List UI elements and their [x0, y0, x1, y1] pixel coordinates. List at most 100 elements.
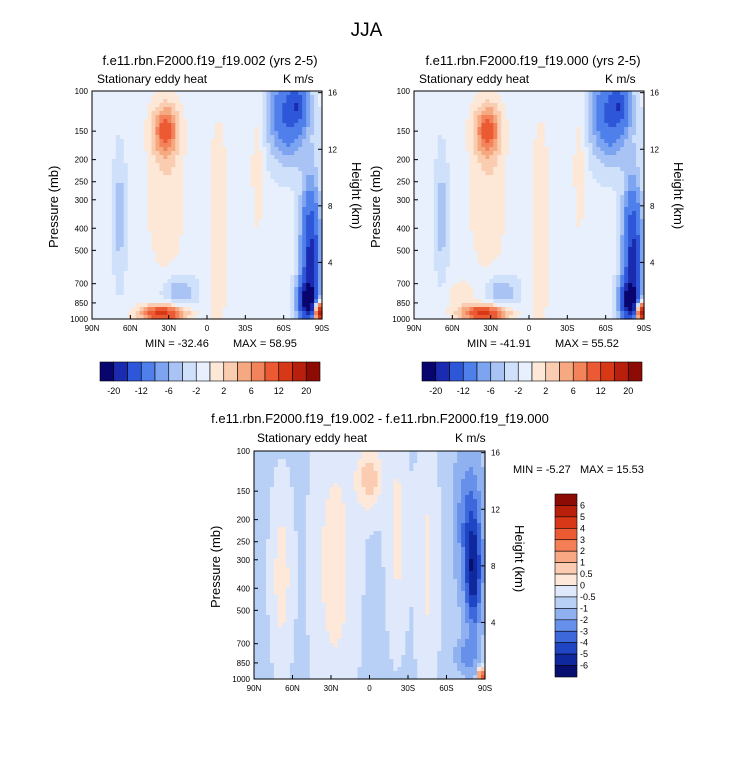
heatmap-cell [135, 315, 141, 320]
heatmap-cell [187, 227, 192, 232]
heatmap-cell [254, 95, 260, 100]
heatmap-cell [143, 287, 149, 292]
heatmap-cell [294, 99, 299, 104]
heatmap-cell [179, 271, 184, 276]
heatmap-cell [135, 123, 141, 128]
heatmap-cell [600, 127, 605, 132]
heatmap-cell [270, 195, 276, 200]
heatmap-cell [103, 287, 109, 292]
heatmap-cell [306, 279, 311, 284]
heatmap-cell [509, 175, 514, 180]
heatmap-cell [135, 103, 141, 108]
heatmap-cell [107, 187, 113, 192]
heatmap-cell [266, 191, 272, 196]
heatmap-cell [290, 91, 295, 96]
heatmap-cell [270, 163, 276, 168]
heatmap-cell [222, 231, 228, 236]
heatmap-cell [262, 239, 268, 244]
heatmap-cell [505, 151, 510, 156]
heatmap-cell [517, 151, 522, 156]
heatmap-cell [214, 147, 220, 152]
colorbar-label: 20 [301, 386, 311, 396]
heatmap-cell [616, 111, 621, 116]
heatmap-cell [441, 195, 447, 200]
heatmap-cell [107, 255, 113, 260]
heatmap-cell [111, 107, 117, 112]
heatmap-cell [437, 175, 443, 180]
heatmap-cell [556, 131, 562, 136]
heatmap-cell [179, 243, 184, 248]
heatmap-cell [465, 131, 471, 136]
heatmap-cell [489, 111, 494, 116]
heatmap-cell [509, 199, 514, 204]
heatmap-cell [187, 299, 192, 304]
heatmap-cell [262, 263, 268, 268]
heatmap-cell [298, 287, 303, 292]
heatmap-cell [572, 183, 578, 188]
heatmap-cell [203, 255, 208, 260]
heatmap-cell [95, 259, 101, 264]
heatmap-cell [501, 123, 506, 128]
heatmap-cell [183, 243, 188, 248]
heatmap-cell [254, 259, 260, 264]
heatmap-cell [175, 267, 180, 272]
heatmap-cell [429, 111, 435, 116]
heatmap-cell [167, 239, 172, 244]
heatmap-cell [600, 155, 605, 160]
heatmap-cell [111, 267, 117, 272]
heatmap-cell [628, 107, 633, 112]
heatmap-cell [143, 115, 149, 120]
heatmap-cell [187, 135, 192, 140]
heatmap-cell [421, 199, 427, 204]
heatmap-cell [270, 243, 276, 248]
heatmap-cell [536, 167, 542, 172]
heatmap-cell [576, 115, 582, 120]
heatmap-cell [485, 131, 490, 136]
heatmap-cell [111, 179, 117, 184]
heatmap-cell [532, 183, 538, 188]
heatmap-cell [107, 163, 113, 168]
heatmap-cell [171, 95, 176, 100]
heatmap-cell [604, 175, 609, 180]
heatmap-cell [290, 303, 295, 308]
heatmap-cell [481, 151, 486, 156]
heatmap-cell [119, 207, 125, 212]
heatmap-cell [544, 99, 550, 104]
heatmap-cell [199, 175, 204, 180]
heatmap-cell [608, 195, 613, 200]
heatmap-cell [183, 275, 188, 280]
heatmap-cell [195, 251, 200, 256]
heatmap-cell [254, 175, 260, 180]
panel1-subtitle: Stationary eddy heat [97, 72, 208, 86]
heatmap-cell [242, 179, 248, 184]
heatmap-cell [254, 115, 260, 120]
heatmap-cell [139, 171, 145, 176]
heatmap-cell [318, 107, 323, 112]
heatmap-cell [286, 211, 291, 216]
heatmap-cell [123, 243, 129, 248]
heatmap-cell [151, 135, 157, 140]
heatmap-cell [445, 167, 451, 172]
heatmap-cell [127, 163, 133, 168]
heatmap-cell [171, 155, 176, 160]
heatmap-cell [445, 111, 451, 116]
heatmap-cell [246, 263, 252, 268]
heatmap-cell [199, 299, 204, 304]
heatmap-cell [294, 171, 299, 176]
heatmap-cell [167, 251, 172, 256]
heatmap-cell [119, 167, 125, 172]
heatmap-cell [226, 171, 232, 176]
heatmap-cell [437, 99, 443, 104]
heatmap-cell [294, 151, 299, 156]
heatmap-cell [604, 107, 609, 112]
heatmap-cell [429, 103, 435, 108]
heatmap-cell [238, 111, 244, 116]
heatmap-cell [290, 211, 295, 216]
heatmap-cell [147, 255, 153, 260]
heatmap-cell [521, 163, 526, 168]
heatmap-cell [167, 107, 172, 112]
heatmap-cell [258, 231, 264, 236]
heatmap-cell [254, 255, 260, 260]
heatmap-cell [592, 183, 598, 188]
